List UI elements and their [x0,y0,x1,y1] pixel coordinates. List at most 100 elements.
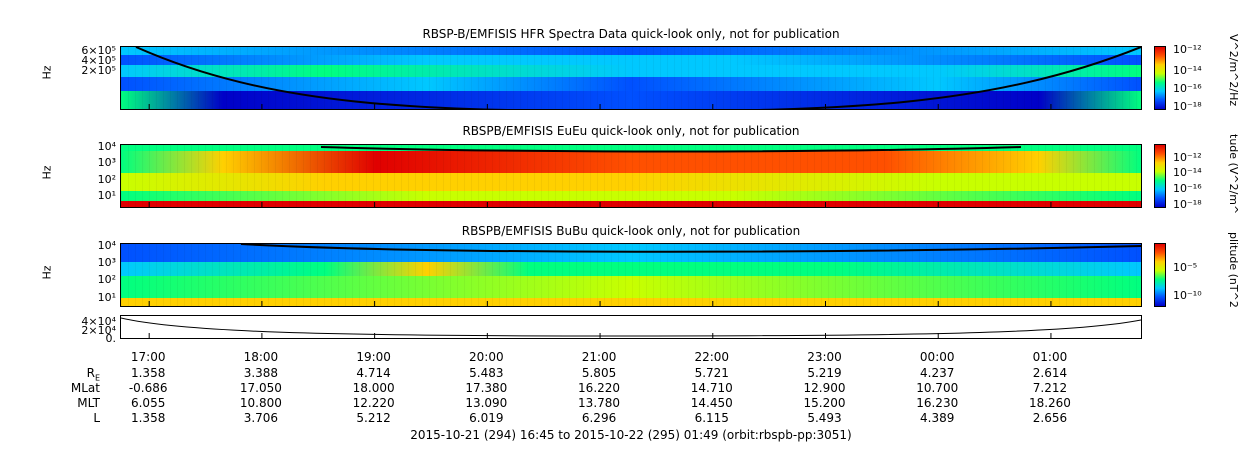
ephemeris-value: 18.000 [352,381,395,395]
colorbar-hfr [1154,46,1166,110]
texture-streak [716,145,717,207]
texture-streak [947,145,948,207]
texture-streak [513,244,514,306]
texture-streak [828,244,829,306]
texture-streak [723,47,724,109]
texture-streak [422,244,423,306]
texture-streak [198,145,199,207]
texture-streak [359,47,360,109]
ephemeris-value: -0.686 [128,381,168,395]
y-tick-label: 10³ [97,156,116,169]
texture-streak [660,145,661,207]
texture-streak [373,244,374,306]
texture-streak [807,47,808,109]
texture-streak [982,145,983,207]
texture-streak [709,47,710,109]
texture-streak [513,47,514,109]
texture-streak [730,47,731,109]
texture-streak [737,145,738,207]
colorbar-eueu [1154,144,1166,208]
texture-streak [457,145,458,207]
texture-streak [408,244,409,306]
texture-streak [611,244,612,306]
texture-streak [163,47,164,109]
texture-streak [954,145,955,207]
texture-streak [219,244,220,306]
texture-streak [254,244,255,306]
texture-streak [618,47,619,109]
texture-streak [1045,244,1046,306]
texture-streak [1024,244,1025,306]
texture-streak [1045,145,1046,207]
texture-streak [716,244,717,306]
texture-streak [870,145,871,207]
texture-streak [884,47,885,109]
texture-streak [758,47,759,109]
texture-streak [135,47,136,109]
texture-streak [226,145,227,207]
texture-streak [1087,47,1088,109]
ephemeris-value: 13.090 [465,396,508,410]
texture-streak [135,145,136,207]
texture-streak [597,244,598,306]
texture-streak [1017,244,1018,306]
texture-streak [548,244,549,306]
texture-streak [219,145,220,207]
texture-streak [156,47,157,109]
ephemeris-value: 17.050 [239,381,282,395]
ephemeris-row-label: MLat [70,381,100,395]
texture-streak [478,145,479,207]
texture-streak [520,47,521,109]
texture-streak [541,145,542,207]
cyclotron-frequency-curve [240,244,1141,253]
spectral-band [121,276,1141,298]
x-tick-label: 22:00 [694,350,730,364]
texture-streak [415,145,416,207]
texture-streak [695,145,696,207]
texture-streak [1073,145,1074,207]
ephemeris-value: 17.380 [465,381,508,395]
texture-streak [968,47,969,109]
ephemeris-value: 14.450 [690,396,733,410]
texture-streak [184,47,185,109]
ephemeris-value: 10.700 [916,381,959,395]
texture-streak [604,145,605,207]
ephemeris-value: 5.805 [581,366,617,380]
ephemeris-value: 12.220 [352,396,395,410]
colorbar-tick-label: 10⁻¹⁴ [1173,166,1202,179]
panel-title-eueu: RBSPB/EMFISIS EuEu quick-look only, not … [462,124,800,138]
texture-streak [520,145,521,207]
y-tick-label: 4×10⁴ [81,315,116,328]
texture-streak [128,47,129,109]
texture-streak [569,244,570,306]
texture-streak [639,145,640,207]
texture-streak [261,244,262,306]
texture-streak [912,145,913,207]
texture-streak [849,47,850,109]
texture-streak [898,47,899,109]
texture-streak [611,47,612,109]
texture-streak [667,145,668,207]
texture-streak [1052,47,1053,109]
texture-streak [205,47,206,109]
texture-streak [324,47,325,109]
texture-streak [1010,47,1011,109]
texture-streak [590,145,591,207]
texture-streak [499,47,500,109]
y-axis-label-eueu: Hz [40,165,54,180]
texture-streak [212,47,213,109]
texture-streak [268,47,269,109]
texture-streak [772,244,773,306]
texture-streak [324,244,325,306]
texture-streak [443,47,444,109]
texture-streak [387,47,388,109]
texture-streak [1003,244,1004,306]
texture-streak [429,244,430,306]
texture-streak [982,244,983,306]
texture-streak [387,244,388,306]
texture-streak [828,47,829,109]
y-tick-label: 10² [97,273,116,286]
spectral-band [121,151,1141,173]
texture-streak [786,145,787,207]
ephemeris-value: 5.219 [807,366,842,380]
